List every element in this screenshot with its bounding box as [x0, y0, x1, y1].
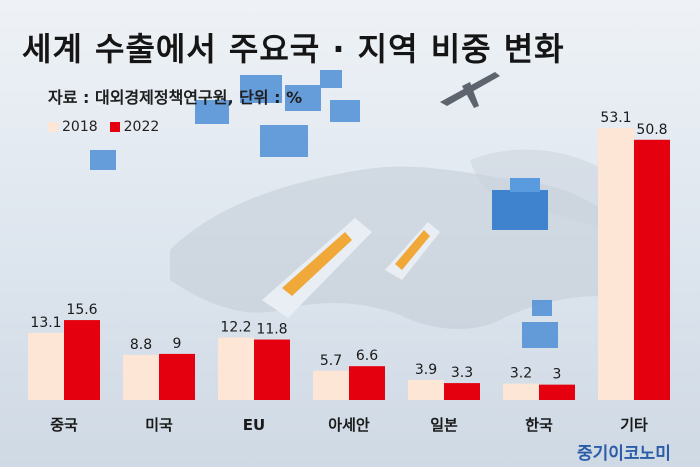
bar-2022-korea	[539, 384, 575, 400]
value-label-2022-asean: 6.6	[356, 348, 378, 364]
bar-2022-eu	[254, 339, 290, 400]
container-stack-icon	[90, 70, 360, 170]
legend-item-2022: 2022	[109, 119, 160, 135]
legend-swatch-2022	[109, 122, 120, 132]
bar-2018-usa	[123, 354, 159, 400]
bar-2022-china	[64, 320, 100, 400]
category-label-eu: EU	[243, 416, 265, 434]
cargo-ship-large-icon	[262, 218, 372, 318]
legend: 2018 2022	[48, 119, 159, 135]
category-label-other: 기타	[620, 416, 648, 434]
category-label-asean: 아세안	[328, 416, 370, 434]
bar-2018-china	[28, 332, 64, 400]
bar-2022-usa	[159, 353, 195, 400]
legend-label-2018: 2018	[62, 119, 98, 135]
bar-2018-korea	[503, 383, 539, 400]
legend-label-2022: 2022	[123, 119, 160, 135]
airplane-icon	[440, 72, 500, 108]
value-label-2018-japan: 3.9	[415, 362, 437, 378]
bar-2018-other	[598, 128, 634, 400]
value-label-2018-other: 53.1	[600, 110, 631, 126]
category-label-usa: 미국	[145, 416, 173, 434]
value-label-2022-other: 50.8	[636, 122, 667, 138]
legend-item-2018: 2018	[48, 119, 98, 135]
value-label-2018-eu: 12.2	[220, 320, 251, 336]
value-label-2022-china: 15.6	[66, 302, 97, 318]
value-label-2018-usa: 8.8	[130, 337, 152, 353]
category-label-china: 중국	[50, 416, 78, 434]
value-label-2022-japan: 3.3	[451, 365, 473, 381]
container-block-icon	[522, 300, 558, 348]
cargo-ship-small-icon	[385, 222, 440, 280]
bar-2022-japan	[444, 383, 480, 400]
category-label-japan: 일본	[430, 416, 458, 434]
category-label-korea: 한국	[525, 416, 553, 434]
warehouse-building-icon	[492, 178, 548, 230]
bar-2018-eu	[218, 337, 254, 400]
chart-title: 세계 수출에서 주요국 · 지역 비중 변화	[22, 30, 565, 68]
source-note: 자료 : 대외경제정책연구원, 단위 : %	[48, 88, 303, 107]
value-label-2022-eu: 11.8	[256, 322, 287, 338]
value-label-2022-korea: 3	[553, 367, 562, 383]
value-label-2018-asean: 5.7	[320, 353, 342, 369]
value-label-2022-usa: 9	[173, 336, 182, 352]
legend-swatch-2018	[48, 122, 58, 132]
value-label-2018-korea: 3.2	[510, 366, 532, 382]
bar-2018-asean	[313, 370, 349, 400]
bar-2022-other	[634, 139, 670, 400]
brand-logo: 중기이코노미	[577, 444, 671, 464]
bar-2022-asean	[349, 366, 385, 400]
bar-2018-japan	[408, 380, 444, 400]
value-label-2018-china: 13.1	[30, 315, 61, 331]
